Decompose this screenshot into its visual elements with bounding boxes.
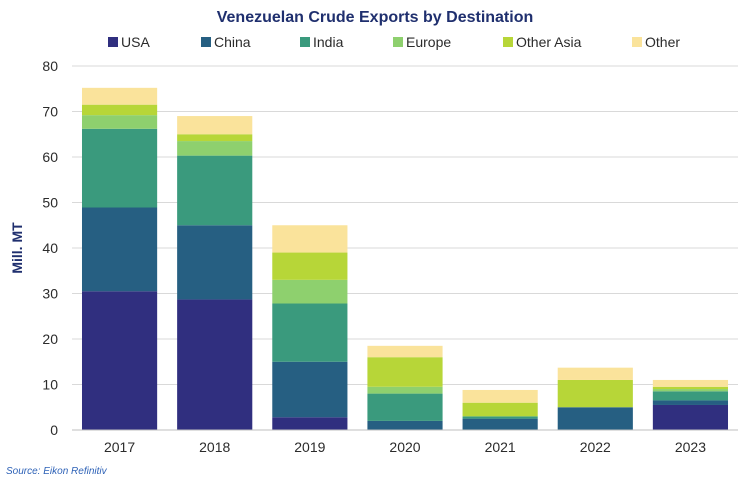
bar-segment-other-2022 (557, 367, 633, 380)
bar-segment-other-2017 (81, 87, 158, 105)
bar-segment-europe-2018 (177, 141, 253, 156)
y-tick-label: 40 (42, 240, 58, 256)
gridlines (72, 65, 738, 385)
bar-segment-other-asia-2019 (272, 252, 348, 280)
bar-segment-china-2017 (81, 207, 158, 292)
bar-segment-china-2018 (177, 225, 253, 300)
x-tick-label: 2019 (294, 439, 325, 455)
bar-segment-other-asia-2022 (557, 379, 633, 408)
legend: USA China India Europe Other Asia Other (108, 34, 680, 50)
bar-segment-india-2019 (272, 303, 348, 362)
legend-item-europe: Europe (393, 34, 451, 50)
bar-segment-other-2021 (462, 389, 538, 403)
x-axis-ticks: 2017 2018 2019 2020 2021 2022 2023 (104, 439, 706, 455)
y-tick-label: 50 (42, 195, 58, 211)
bar-segment-china-2020 (367, 420, 443, 430)
bar-stack-2023 (652, 379, 729, 430)
bar-stack-2017 (81, 87, 158, 430)
bar-segment-china-2021 (462, 418, 538, 430)
bar-segment-other-2020 (367, 345, 443, 358)
bar-segment-other-asia-2017 (81, 104, 158, 116)
legend-label: Europe (406, 34, 451, 50)
bar-segment-china-2019 (272, 361, 348, 418)
legend-swatch (300, 37, 310, 47)
legend-label: India (313, 34, 344, 50)
bar-segment-other-asia-2021 (462, 402, 538, 417)
y-tick-label: 30 (42, 286, 58, 302)
bar-segment-india-2021 (462, 416, 538, 419)
bar-stack-2022 (557, 367, 633, 430)
bar-segment-europe-2020 (367, 386, 443, 394)
bar-segment-europe-2017 (81, 115, 158, 129)
x-tick-label: 2022 (580, 439, 611, 455)
y-tick-label: 0 (50, 422, 58, 438)
x-tick-label: 2021 (485, 439, 516, 455)
x-tick-label: 2018 (199, 439, 230, 455)
bar-stack-2020 (367, 345, 443, 430)
y-tick-label: 80 (42, 58, 58, 74)
legend-label: China (214, 34, 251, 50)
bar-segment-usa-2023 (652, 404, 729, 430)
bars (81, 87, 729, 430)
legend-label: USA (121, 34, 150, 50)
x-tick-label: 2017 (104, 439, 135, 455)
bar-segment-other-2023 (652, 379, 729, 387)
source-note: Source: Eikon Refinitiv (6, 466, 108, 477)
bar-segment-india-2017 (81, 128, 158, 208)
bar-segment-india-2020 (367, 393, 443, 421)
y-axis-label: Mill. MT (9, 222, 25, 274)
legend-item-usa: USA (108, 34, 150, 50)
y-axis-ticks: 0 10 20 30 40 50 60 70 80 (42, 58, 58, 438)
legend-swatch (632, 37, 642, 47)
bar-segment-other-asia-2023 (652, 386, 729, 390)
chart-title: Venezuelan Crude Exports by Destination (217, 9, 534, 26)
bar-segment-usa-2018 (177, 299, 253, 430)
bar-segment-china-2022 (557, 407, 633, 430)
legend-label: Other (645, 34, 680, 50)
bar-stack-2021 (462, 389, 538, 430)
bar-segment-usa-2019 (272, 417, 348, 430)
bar-segment-china-2023 (652, 400, 729, 405)
bar-segment-europe-2023 (652, 389, 729, 392)
legend-swatch (393, 37, 403, 47)
y-tick-label: 10 (42, 377, 58, 393)
bar-segment-india-2023 (652, 391, 729, 401)
legend-item-china: China (201, 34, 251, 50)
bar-segment-europe-2019 (272, 279, 348, 304)
legend-swatch (503, 37, 513, 47)
bar-segment-other-2018 (177, 116, 253, 135)
x-tick-label: 2023 (675, 439, 706, 455)
y-tick-label: 20 (42, 331, 58, 347)
legend-item-other: Other (632, 34, 680, 50)
bar-segment-india-2018 (177, 155, 253, 226)
legend-label: Other Asia (516, 34, 582, 50)
bar-segment-usa-2017 (81, 291, 158, 430)
bar-segment-other-2019 (272, 225, 348, 253)
bar-segment-other-asia-2020 (367, 357, 443, 387)
bar-stack-2019 (272, 225, 348, 430)
legend-item-india: India (300, 34, 344, 50)
bar-stack-2018 (177, 116, 253, 430)
legend-swatch (201, 37, 211, 47)
legend-item-other-asia: Other Asia (503, 34, 582, 50)
y-tick-label: 60 (42, 149, 58, 165)
y-tick-label: 70 (42, 104, 58, 120)
bar-segment-other-asia-2018 (177, 134, 253, 142)
legend-swatch (108, 37, 118, 47)
x-tick-label: 2020 (389, 439, 420, 455)
